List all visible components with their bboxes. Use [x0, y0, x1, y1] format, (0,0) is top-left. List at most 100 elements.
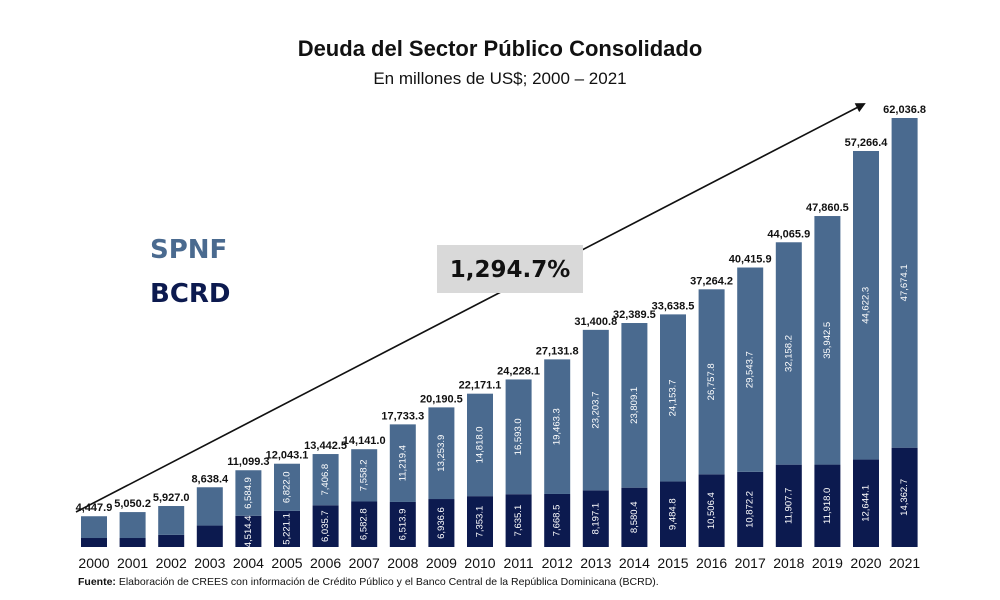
bar-label-bcrd-2016: 10,506.4 — [706, 492, 717, 529]
bar-spnf-2008 — [389, 424, 416, 502]
total-label-2010: 22,171.1 — [459, 380, 502, 392]
source-label: Fuente: — [78, 576, 116, 588]
x-tick-2000: 2000 — [78, 555, 109, 571]
bar-label-spnf-2016: 26,757.8 — [706, 363, 717, 400]
bar-bcrd-2005 — [274, 510, 300, 547]
x-tick-2005: 2005 — [271, 555, 302, 571]
bar-label-spnf-2020: 44,622.3 — [861, 287, 872, 324]
total-label-2009: 20,190.5 — [420, 393, 463, 405]
bar-spnf-2001 — [119, 512, 146, 539]
growth-arrow — [75, 103, 866, 513]
bar-spnf-2019 — [814, 216, 841, 465]
bar-label-bcrd-2005: 5,221.1 — [282, 513, 293, 545]
bar-label-bcrd-2021: 14,362.7 — [899, 479, 910, 516]
bar-label-bcrd-2014: 8,580.4 — [629, 501, 640, 533]
x-tick-2015: 2015 — [657, 555, 688, 571]
total-label-2007: 14,141.0 — [343, 435, 386, 447]
total-label-2003: 8,638.4 — [191, 473, 229, 485]
x-tick-2004: 2004 — [233, 555, 264, 571]
bar-spnf-2013 — [582, 329, 609, 491]
x-tick-2018: 2018 — [773, 555, 804, 571]
bar-label-spnf-2005: 6,822.0 — [282, 471, 293, 503]
bar-bcrd-2014 — [621, 487, 648, 547]
bar-label-bcrd-2019: 11,918.0 — [822, 488, 833, 524]
bar-label-spnf-2021: 47,674.1 — [899, 264, 910, 301]
bar-bcrd-2002 — [158, 534, 185, 547]
bar-label-spnf-2006: 7,406.8 — [320, 464, 331, 496]
x-tick-2019: 2019 — [812, 555, 843, 571]
bar-bcrd-2017 — [737, 471, 764, 547]
bar-label-spnf-2019: 35,942.5 — [822, 322, 833, 359]
bar-spnf-2017 — [737, 267, 764, 472]
bar-label-spnf-2004: 6,584.9 — [243, 477, 254, 509]
x-axis-labels: 2000 2001 2002 2003 2004 2005 2006 2007 2008 2009… — [78, 555, 920, 571]
bar-bcrd-2009 — [428, 499, 455, 547]
x-tick-2008: 2008 — [387, 555, 418, 571]
legend-item-spnf: SPNF — [150, 235, 227, 265]
chart-subtitle: En millones de US$; 2000 – 2021 — [373, 69, 626, 88]
total-label-2019: 47,860.5 — [806, 202, 849, 214]
bar-label-bcrd-2017: 10,872.2 — [745, 491, 756, 528]
bars — [81, 118, 918, 547]
legend-item-bcrd: BCRD — [150, 279, 231, 309]
bar-spnf-2002 — [158, 506, 185, 535]
bar-label-spnf-2008: 11,219.4 — [397, 445, 408, 481]
x-tick-2012: 2012 — [542, 555, 573, 571]
x-tick-2007: 2007 — [349, 555, 380, 571]
bar-spnf-2005 — [274, 463, 300, 511]
x-tick-2001: 2001 — [117, 555, 148, 571]
bar-spnf-2003 — [196, 487, 223, 526]
bar-bcrd-2013 — [582, 490, 609, 547]
bar-spnf-2021 — [891, 118, 918, 448]
bar-label-spnf-2011: 16,593.0 — [513, 418, 524, 455]
bar-label-bcrd-2020: 12,644.1 — [861, 485, 872, 522]
bar-spnf-2007 — [351, 449, 378, 502]
bar-label-bcrd-2004: 4,514.4 — [243, 516, 254, 548]
bar-label-spnf-2009: 13,253.9 — [436, 435, 447, 472]
legend: SPNF BCRD — [150, 235, 231, 309]
x-tick-2013: 2013 — [580, 555, 611, 571]
chart-title: Deuda del Sector Público Consolidado — [298, 36, 703, 61]
bar-spnf-2011 — [505, 379, 532, 495]
x-tick-2016: 2016 — [696, 555, 727, 571]
total-label-2011: 24,228.1 — [497, 365, 540, 377]
bar-spnf-2000 — [81, 516, 107, 539]
bar-label-bcrd-2006: 6,035.7 — [320, 510, 331, 542]
bar-bcrd-2020 — [853, 459, 879, 547]
bar-spnf-2020 — [853, 150, 879, 460]
total-label-2006: 13,442.5 — [304, 440, 347, 452]
total-label-2013: 31,400.8 — [574, 316, 617, 328]
x-tick-2010: 2010 — [464, 555, 495, 571]
bar-label-bcrd-2018: 11,907.7 — [783, 488, 794, 524]
bar-spnf-2006 — [312, 454, 339, 506]
total-label-2008: 17,733.3 — [381, 410, 424, 422]
total-label-2001: 5,050.2 — [114, 498, 151, 510]
bar-bcrd-2007 — [351, 501, 378, 547]
bar-label-bcrd-2013: 8,197.1 — [590, 503, 601, 535]
bar-spnf-2004 — [235, 470, 262, 516]
x-tick-2017: 2017 — [735, 555, 766, 571]
bar-bcrd-2001 — [119, 538, 146, 547]
total-label-2018: 44,065.9 — [767, 228, 810, 240]
x-tick-2011: 2011 — [504, 555, 534, 571]
bar-label-spnf-2018: 32,158.2 — [783, 335, 794, 372]
bar-spnf-2009 — [428, 407, 455, 500]
bar-bcrd-2010 — [467, 496, 493, 547]
bar-bcrd-2000 — [81, 538, 107, 547]
bar-bcrd-2006 — [312, 505, 339, 547]
bar-spnf-2015 — [660, 314, 686, 482]
bar-label-bcrd-2015: 9,484.8 — [668, 498, 679, 530]
source-note: Fuente: Elaboración de CREES con informa… — [78, 576, 659, 588]
bar-label-spnf-2007: 7,558.2 — [359, 459, 370, 491]
x-tick-2020: 2020 — [850, 555, 881, 571]
bar-bcrd-2003 — [196, 525, 223, 547]
bar-label-bcrd-2007: 6,582.8 — [359, 508, 370, 540]
x-tick-2003: 2003 — [194, 555, 225, 571]
x-tick-2009: 2009 — [426, 555, 457, 571]
bar-label-spnf-2017: 29,543.7 — [745, 351, 756, 388]
total-label-2016: 37,264.2 — [690, 275, 733, 287]
bar-labels: 4,447.9 5,050.25,927.08,638.4 4,514.4 6,584… — [76, 104, 926, 547]
bar-label-spnf-2014: 23,809.1 — [629, 387, 640, 424]
bar-label-bcrd-2010: 7,353.1 — [475, 506, 486, 538]
